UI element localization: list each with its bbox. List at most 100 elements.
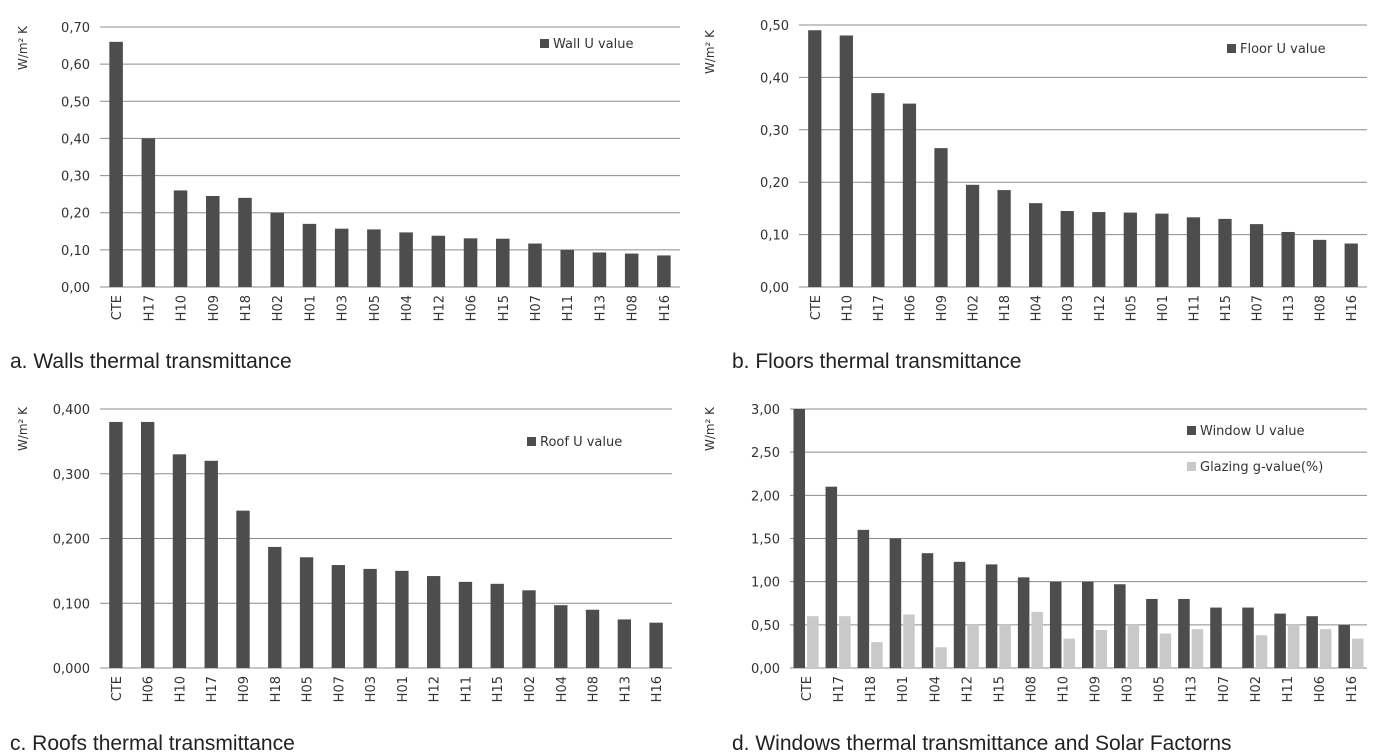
x-tick-label: H11 [561,295,576,321]
legend-swatch [1187,426,1196,435]
bar-H09-s2 [1095,630,1108,668]
bar-H02 [270,212,284,287]
y-tick-label: 0,70 [61,21,90,36]
chart-walls-svg: 0,00 0,10 0,20 0,30 0,40 0,50 0,60 0,70 W/m² K CT… [16,21,680,321]
x-tick-label: H06 [903,295,918,321]
x-tick-label: H03 [1121,676,1136,702]
bar-H10-s2 [1063,638,1076,668]
x-tick-label: H10 [1056,676,1071,702]
bar-H08 [624,253,639,287]
x-tick-label: H03 [364,676,379,702]
y-tick-label: 0,00 [751,662,780,677]
bar-H01-s1 [889,538,902,668]
x-tick-label: H15 [491,676,506,702]
y-tick-label: 0,50 [751,619,780,634]
x-tick-label: H13 [1282,295,1297,321]
y-tick-label: 0,10 [61,244,90,259]
bar-H17-s1 [825,486,838,668]
x-tick-label: H13 [593,295,608,321]
x-tick-label: H11 [459,676,474,702]
chart-floors-caption: b. Floors thermal transmittance [732,350,1022,373]
bar-H15 [490,583,504,668]
bar-H03 [334,228,349,287]
x-tick-label: H05 [368,295,383,321]
bar-H02-s2 [1255,635,1268,668]
x-tick-label: H02 [523,676,538,702]
bar-H17-s2 [839,616,851,668]
y-tick-label: 0,20 [760,176,789,191]
bar-H16 [1344,243,1358,287]
x-tick-label: H04 [1030,295,1045,321]
y-axis-label: W/m² K [703,406,717,451]
bar-CTE [109,421,123,668]
x-tick-label: H13 [618,676,633,702]
bar-CTE-s1 [793,409,806,668]
bar-H13-s2 [1191,629,1204,668]
bar-H17 [141,138,156,287]
x-tick-label: H10 [175,295,190,321]
y-tick-label: 0,10 [760,229,789,244]
x-tick-label: CTE [809,295,824,320]
y-axis-label: W/m² K [16,406,30,451]
x-tick-label: H11 [1187,295,1202,321]
x-tick-label: H15 [992,676,1007,702]
x-tick-label: H16 [1345,295,1360,321]
x-tick-label: H09 [935,295,950,321]
bar-H12 [431,235,446,287]
y-tick-label: 0,200 [53,533,90,548]
bar-H06 [902,103,917,287]
x-tick-label: H08 [626,295,641,321]
bar-H11-s2 [1287,624,1300,668]
bar-H03-s1 [1114,584,1126,668]
bar-H10 [172,454,187,668]
bar-H12 [1092,212,1106,287]
bar-H15-s2 [999,624,1011,668]
bar-H06 [140,421,155,668]
y-tick-label: 2,00 [751,489,780,504]
bar-H10-s1 [1049,581,1062,668]
x-tick-label: H15 [1219,295,1234,321]
bar-H16-s2 [1351,638,1364,668]
bar-H17 [204,460,218,668]
bar-H13 [592,252,607,287]
bar-H09-s1 [1081,581,1094,668]
chart-roofs-caption: c. Roofs thermal transmittance [10,732,295,755]
bar-H15 [496,238,510,287]
x-tick-label: H07 [1217,676,1232,702]
bar-H06-s2 [1319,629,1332,668]
y-tick-label: 0,20 [61,207,90,222]
chart-windows: 0,00 0,50 1,00 1,50 2,00 2,50 3,00 W/m² K CTE H17… [687,377,1374,755]
bar-H16-s1 [1338,624,1350,668]
x-tick-label: H04 [928,676,943,702]
legend-swatch [1187,462,1196,471]
y-tick-label: 0,40 [760,71,789,86]
bar-H05 [1123,212,1137,287]
x-tick-label: H12 [428,676,443,702]
x-tick-label: CTE [110,676,125,701]
y-tick-label: 0,00 [760,281,789,296]
x-tick-label: H12 [432,295,447,321]
x-tick-label: H18 [864,676,879,702]
x-tick-label: H18 [998,295,1013,321]
legend-swatch [527,437,536,446]
bar-H13-s1 [1178,598,1190,668]
bar-H18 [238,197,252,287]
legend-label: Wall U value [553,37,634,52]
x-tick-label: H16 [1345,676,1360,702]
y-axis-label: W/m² K [703,29,717,74]
x-tick-label: H17 [205,676,220,702]
chart-roofs: 0,000 0,100 0,200 0,300 0,400 W/m² K CTE H06 H10… [0,377,687,755]
chart-roofs-svg: 0,000 0,100 0,200 0,300 0,400 W/m² K CTE H06 H10… [16,403,672,702]
x-tick-label: H09 [1089,676,1104,702]
x-tick-label: H01 [1156,295,1171,321]
bar-H08-s2 [1031,611,1043,668]
bar-H07 [528,243,542,287]
y-tick-label: 3,00 [751,403,780,418]
bar-H08-s1 [1017,577,1030,668]
bar-H06 [463,238,478,287]
y-tick-label: 0,000 [53,662,90,677]
bar-H16 [657,255,671,287]
legend-swatch [540,39,549,48]
bar-H18-s1 [857,529,870,668]
x-tick-label: H10 [173,676,188,702]
